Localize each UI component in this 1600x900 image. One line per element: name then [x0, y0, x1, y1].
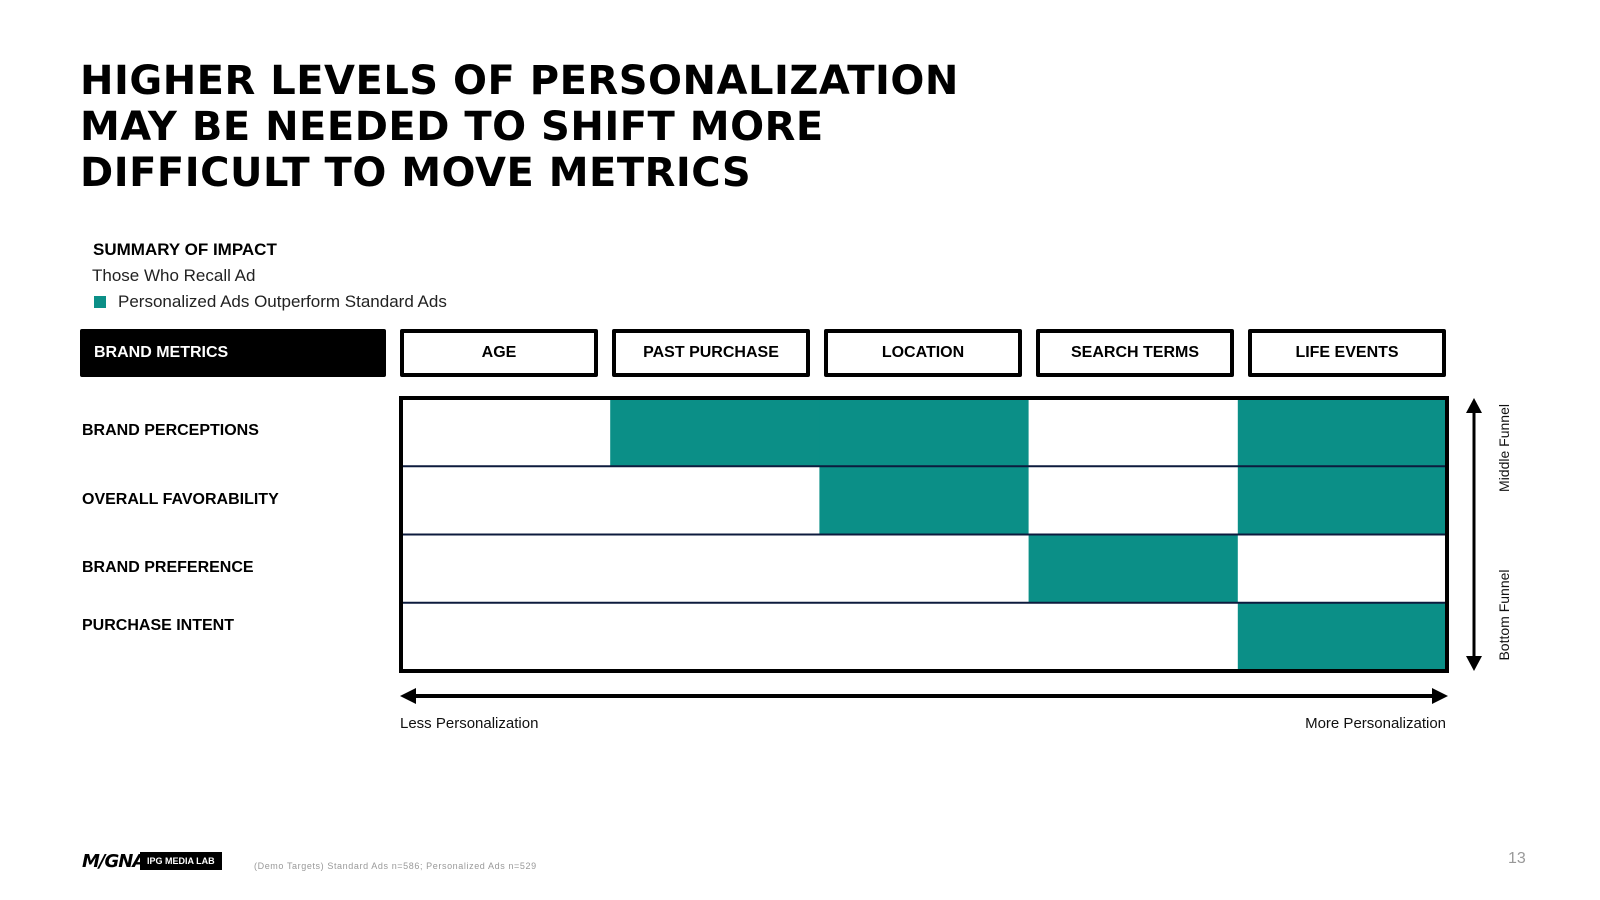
heatmap-border	[399, 396, 1449, 673]
legend: Personalized Ads Outperform Standard Ads	[94, 292, 447, 312]
heatmap-cell-r2-c4	[1237, 534, 1448, 604]
heatmap-cell-r2-c3	[1028, 534, 1239, 604]
heatmap-cell-r3-c1	[610, 602, 820, 672]
column-header-past-purchase: PAST PURCHASE	[612, 329, 810, 377]
heatmap-row-dividers	[401, 465, 1447, 604]
magna-logo: M/GNA	[82, 851, 146, 872]
heatmap-cell-r0-c0	[401, 398, 611, 467]
heatmap-cell-r0-c1	[610, 398, 820, 467]
vertical-funnel-arrow	[1466, 398, 1482, 671]
heatmap-cell-r3-c0	[401, 602, 611, 672]
brand-metrics-header: BRAND METRICS	[80, 329, 386, 377]
y-axis-top-label: Middle Funnel	[1496, 404, 1512, 492]
summary-subheading: Those Who Recall Ad	[92, 266, 256, 285]
legend-swatch	[94, 296, 106, 308]
heatmap-cell-r1-c2	[819, 466, 1030, 536]
heatmap-cells	[401, 398, 1448, 672]
ipg-media-lab-badge: IPG MEDIA LAB	[140, 852, 222, 870]
heatmap-cell-r3-c3	[1028, 602, 1239, 672]
heatmap-cell-r1-c4	[1237, 466, 1448, 536]
column-header-life-events: LIFE EVENTS	[1248, 329, 1446, 377]
summary-heading: SUMMARY OF IMPACT	[93, 240, 277, 259]
x-axis-right-label: More Personalization	[1305, 715, 1446, 732]
heatmap-cell-r3-c2	[819, 602, 1030, 672]
row-label-brand-preference: BRAND PREFERENCE	[82, 559, 254, 576]
footnote: (Demo Targets) Standard Ads n=586; Perso…	[254, 861, 537, 871]
page-title: HIGHER LEVELS OF PERSONALIZATION MAY BE …	[80, 58, 959, 196]
heatmap-cell-r1-c3	[1028, 466, 1239, 536]
x-axis-left-label: Less Personalization	[400, 715, 539, 732]
column-header-age: AGE	[400, 329, 598, 377]
heatmap-cell-r0-c2	[819, 398, 1030, 467]
heatmap-cell-r2-c2	[819, 534, 1030, 604]
title-line-1: HIGHER LEVELS OF PERSONALIZATION	[80, 58, 959, 104]
title-line-3: DIFFICULT TO MOVE METRICS	[80, 150, 752, 196]
column-header-location: LOCATION	[824, 329, 1022, 377]
column-header-search-terms: SEARCH TERMS	[1036, 329, 1234, 377]
heatmap-cell-r0-c4	[1237, 398, 1448, 467]
page-number: 13	[1508, 850, 1526, 867]
row-label-brand-perceptions: BRAND PERCEPTIONS	[82, 422, 259, 439]
horizontal-personalization-arrow	[400, 688, 1448, 704]
legend-label: Personalized Ads Outperform Standard Ads	[118, 292, 447, 311]
title-line-2: MAY BE NEEDED TO SHIFT MORE	[80, 104, 824, 150]
row-label-overall-favorability: OVERALL FAVORABILITY	[82, 491, 279, 508]
y-axis-bottom-label: Bottom Funnel	[1496, 569, 1512, 661]
heatmap-cell-r2-c1	[610, 534, 820, 604]
heatmap-cell-r2-c0	[401, 534, 611, 604]
heatmap-cell-r0-c3	[1028, 398, 1239, 467]
row-label-purchase-intent: PURCHASE INTENT	[82, 617, 235, 634]
heatmap-cell-r1-c1	[610, 466, 820, 536]
heatmap-cell-r3-c4	[1237, 602, 1448, 672]
heatmap-cell-r1-c0	[401, 466, 611, 536]
